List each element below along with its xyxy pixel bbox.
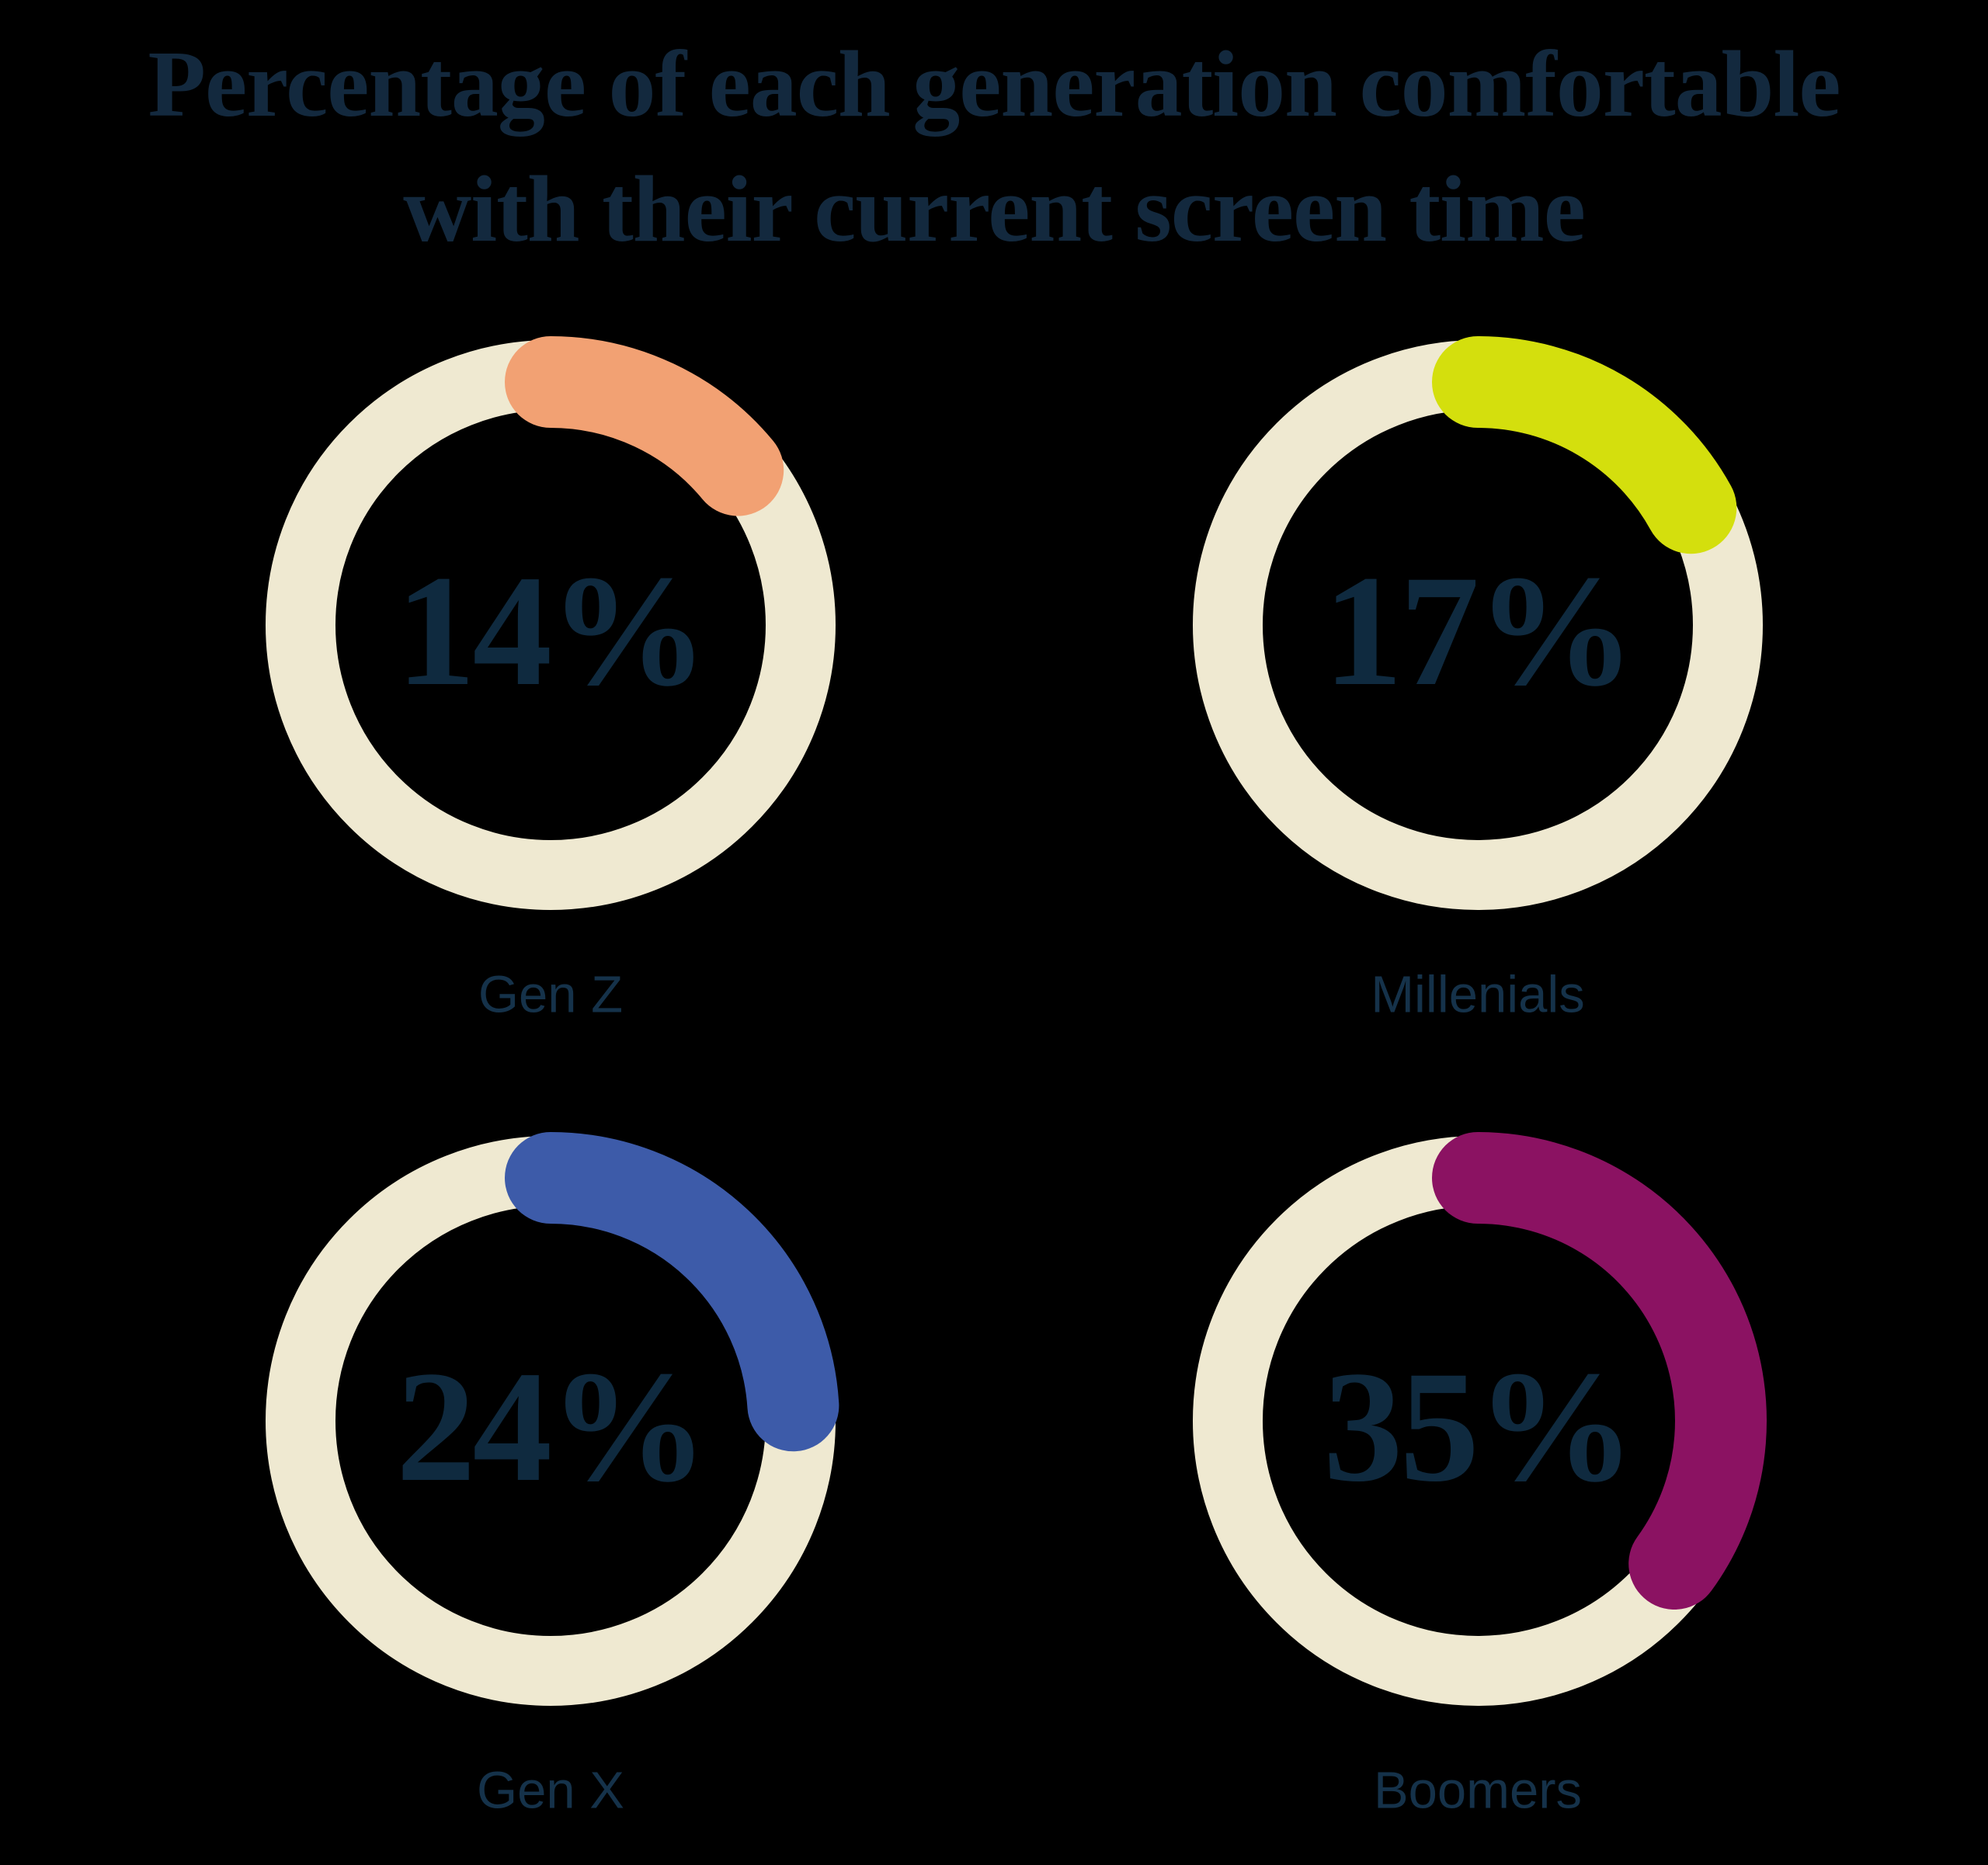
donut-label: Gen Z xyxy=(478,965,624,1024)
donut-chart-gen-x: 24% Gen X xyxy=(244,1114,857,1820)
donut-ring xyxy=(1193,1132,1767,1706)
donut-chart-millenials: 17% Millenials xyxy=(1171,318,1785,1024)
donut-arc xyxy=(505,336,784,516)
donut-chart-boomers: 35% Boomers xyxy=(1171,1114,1785,1820)
donut-arc xyxy=(505,1132,839,1452)
donut-label: Gen X xyxy=(477,1761,624,1820)
donut-value: 24% xyxy=(396,1339,708,1515)
donut-label: Boomers xyxy=(1373,1761,1583,1820)
donut-ring xyxy=(1193,336,1763,910)
chart-title-line2: with their current screen time xyxy=(403,157,1586,262)
donut-value: 17% xyxy=(1323,543,1635,719)
donut-ring xyxy=(266,336,836,910)
chart-title: Percentage of each generation comfortabl… xyxy=(0,22,1988,272)
donut-label: Millenials xyxy=(1371,965,1585,1024)
chart-title-line1: Percentage of each generation comfortabl… xyxy=(148,32,1840,137)
donut-arc xyxy=(1432,1132,1767,1610)
donut-arc xyxy=(1432,336,1737,554)
donut-value: 35% xyxy=(1323,1339,1635,1515)
donut-value: 14% xyxy=(396,543,708,719)
donut-chart-gen-z: 14% Gen Z xyxy=(244,318,857,1024)
donut-ring xyxy=(266,1132,839,1706)
